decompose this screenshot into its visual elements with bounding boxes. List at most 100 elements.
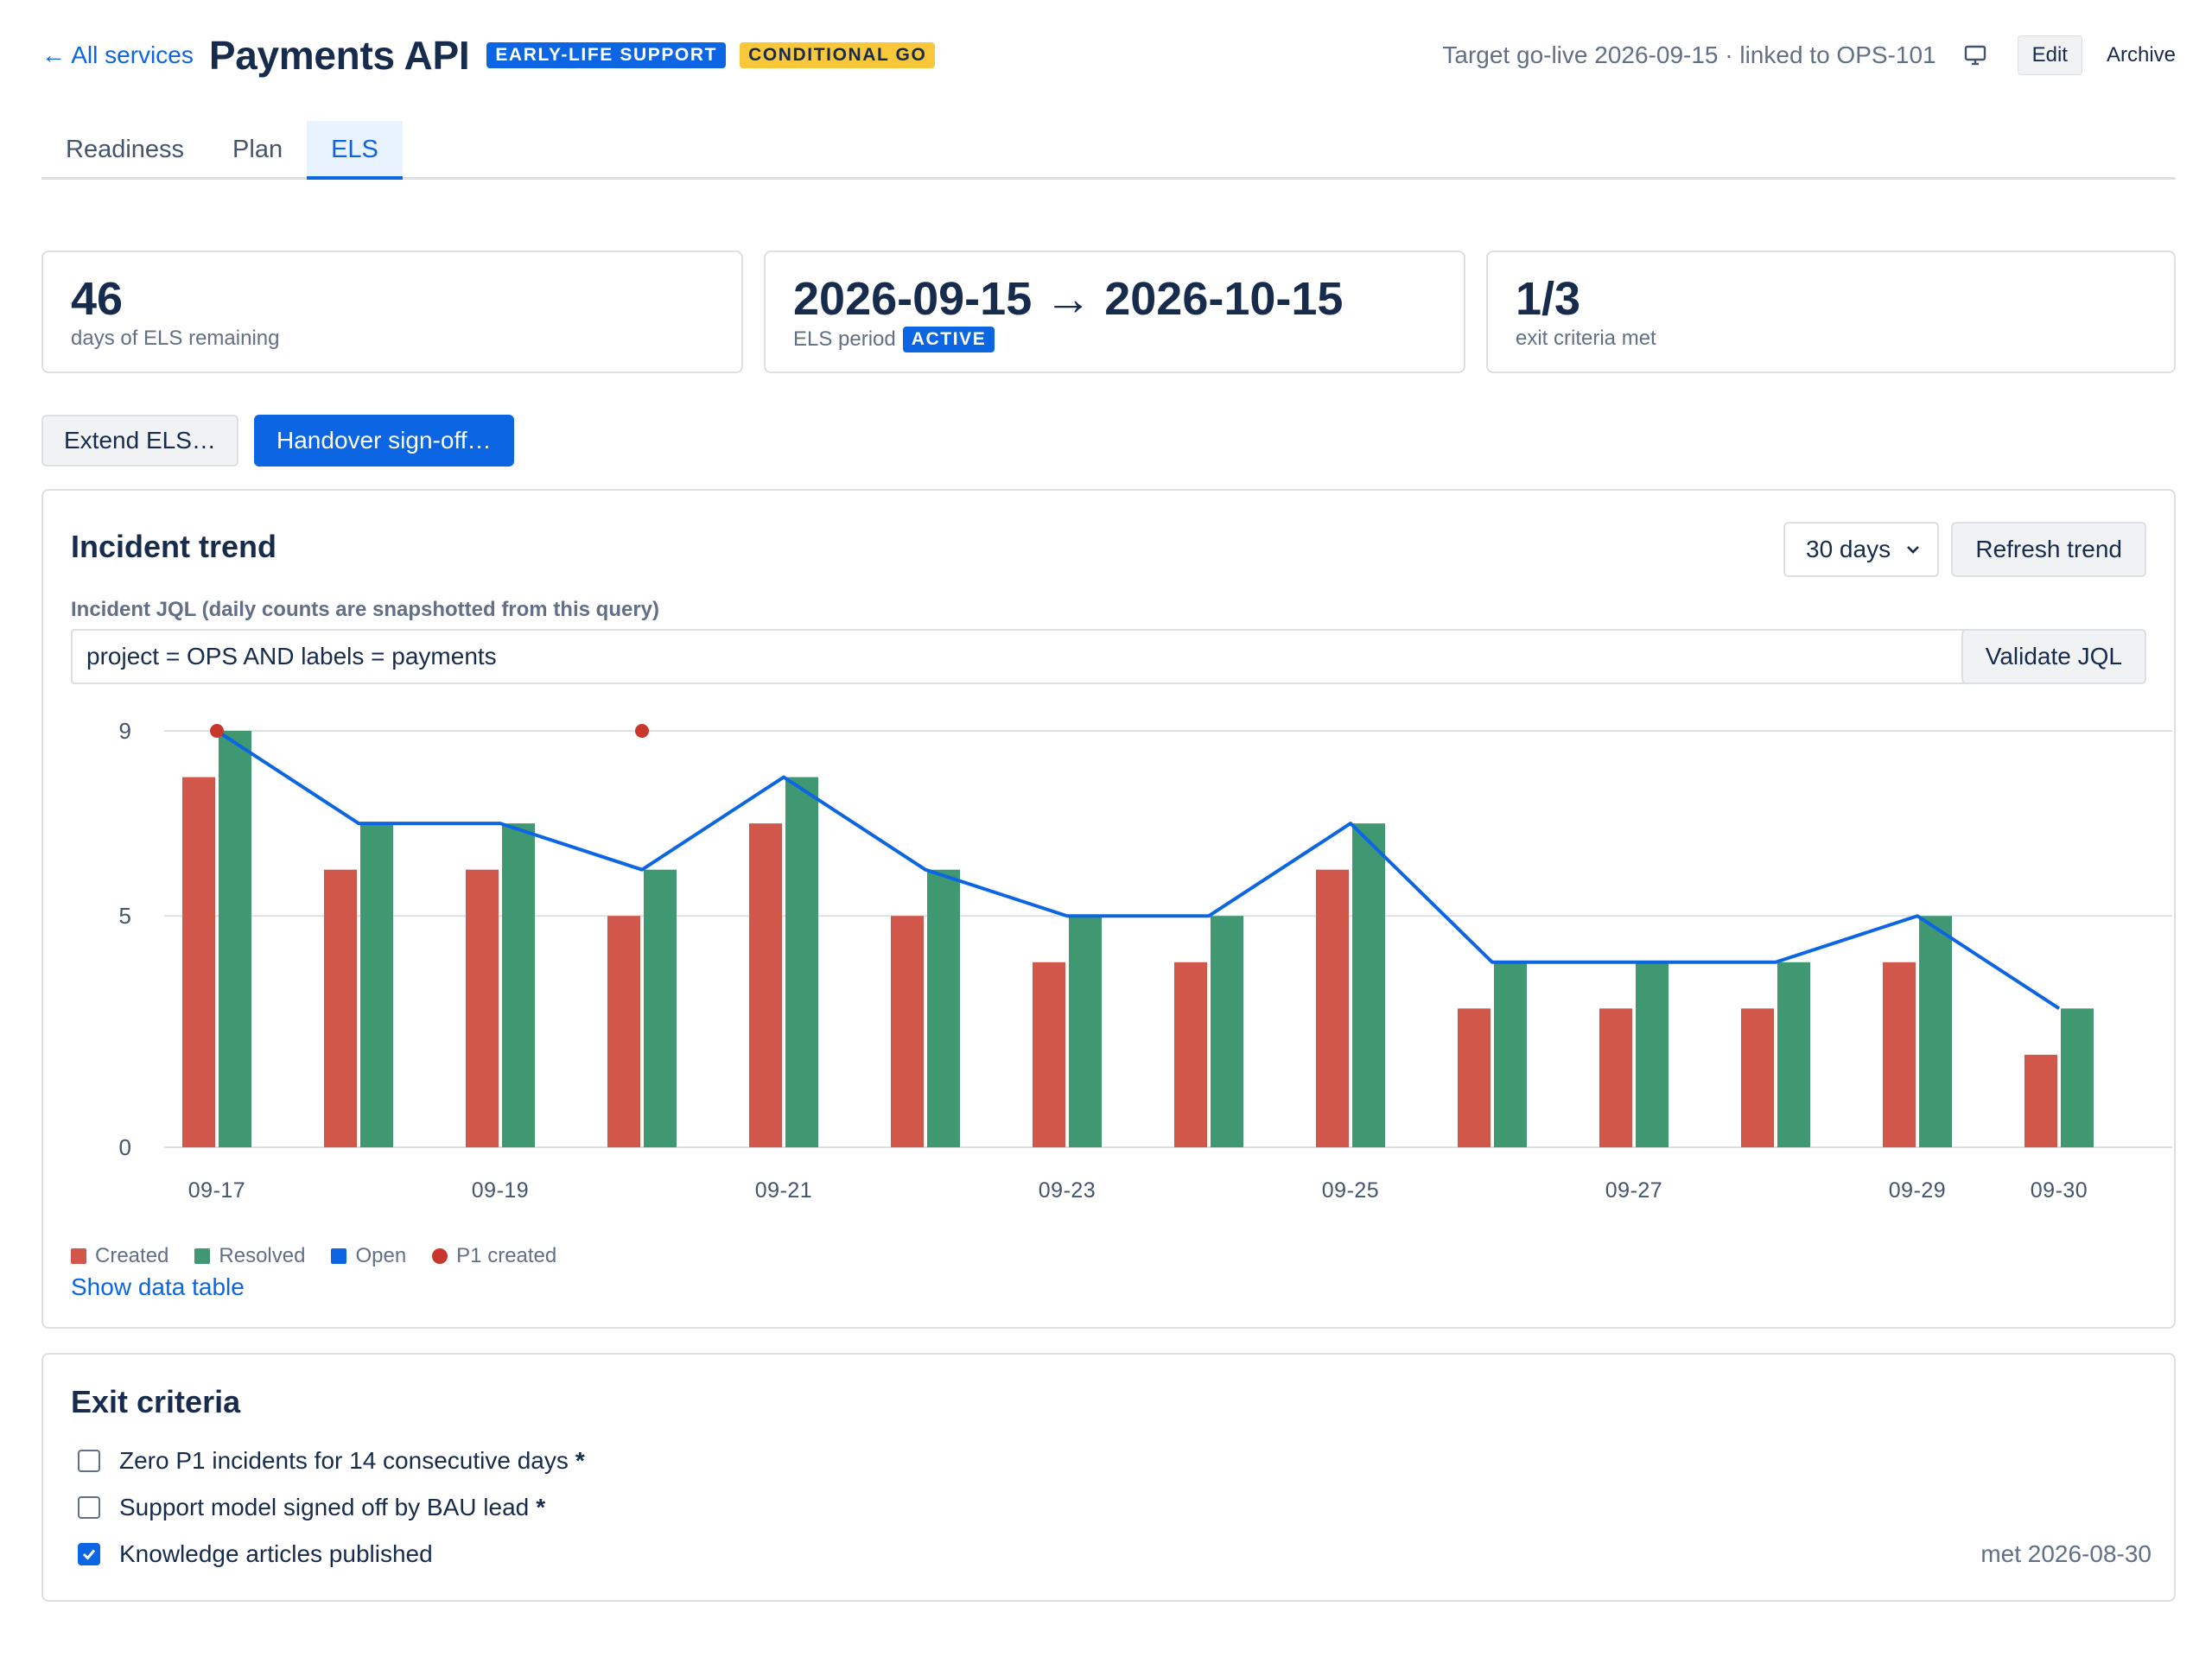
legend-p1-dot [432,1248,448,1264]
bar-created-09-20 [607,916,640,1147]
incident-trend-title: Incident trend [71,529,277,564]
bar-resolved-09-29 [1919,916,1952,1147]
handover-signoff-button[interactable]: Handover sign-off… [254,415,514,467]
exit-criteria-panel: Exit criteria Zero P1 incidents for 14 c… [41,1353,2176,1602]
y-tick-label: 5 [119,903,131,929]
validate-jql-button[interactable]: Validate JQL [1961,629,2146,684]
criteria-item: Knowledge articles published met 2026-08… [78,1531,2152,1578]
x-tick-label: 09-29 [1889,1178,1946,1199]
els-period-value: 2026-09-15 → 2026-10-15 [793,273,1344,325]
legend-created-label: Created [95,1244,169,1267]
bar-created-09-18 [324,869,357,1147]
x-tick-label: 09-21 [755,1178,812,1199]
bar-created-09-30 [2024,1054,2057,1147]
point-p1-09-20 [635,724,649,738]
y-tick-label: 0 [119,1134,131,1160]
archive-button[interactable]: Archive [2106,43,2176,67]
bar-resolved-09-20 [644,869,677,1147]
bar-resolved-09-24 [1211,916,1243,1147]
els-period-label: ELS period [793,327,896,351]
tab-plan[interactable]: Plan [232,136,283,163]
bar-created-09-19 [466,869,499,1147]
bar-resolved-09-30 [2061,1008,2094,1147]
x-tick-label: 09-19 [472,1178,529,1199]
legend-resolved-swatch [194,1248,211,1264]
exit-criteria-title: Exit criteria [71,1384,241,1419]
criteria-label: Support model signed off by BAU lead [119,1494,530,1520]
chevron-down-icon [1907,546,1919,554]
bar-created-09-27 [1599,1008,1632,1147]
bar-resolved-09-26 [1494,962,1527,1147]
checkmark-icon [82,1549,96,1560]
criteria-checkbox-support-model[interactable] [78,1496,100,1519]
range-select[interactable]: 30 days [1783,522,1939,577]
bar-created-09-17 [182,777,215,1147]
bar-resolved-09-27 [1636,962,1669,1147]
edit-button[interactable]: Edit [2017,35,2082,75]
bar-created-09-28 [1741,1008,1774,1147]
required-marker: * [536,1494,546,1520]
legend-created-swatch [71,1248,86,1264]
series-line-open [215,729,2061,1011]
x-tick-label: 09-25 [1322,1178,1379,1199]
bar-created-09-23 [1033,962,1065,1147]
x-tick-label: 09-27 [1605,1178,1662,1199]
criteria-item: Zero P1 incidents for 14 consecutive day… [78,1438,2152,1484]
legend-p1-label: P1 created [456,1244,557,1267]
refresh-trend-button[interactable]: Refresh trend [1951,522,2146,577]
els-status-badge: EARLY-LIFE SUPPORT [486,42,727,68]
exit-criteria-list: Zero P1 incidents for 14 consecutive day… [78,1438,2152,1578]
bar-resolved-09-25 [1352,823,1385,1147]
extend-els-button[interactable]: Extend ELS… [41,415,238,467]
x-tick-label: 09-30 [2031,1178,2088,1199]
incident-trend-chart: 0 5 9 09-17 09-19 09-21 09-23 09-25 09-27 09-29 09… [119,718,2172,1199]
days-remaining-card: 46 days of ELS remaining [41,251,743,373]
active-badge: ACTIVE [902,327,995,352]
legend-resolved-label: Resolved [219,1244,306,1267]
criteria-checkbox-zero-p1[interactable] [78,1450,100,1472]
x-tick-label: 09-23 [1039,1178,1096,1199]
all-services-link[interactable]: ← All services [41,41,194,68]
legend-resolved: Resolved [194,1244,305,1268]
bar-resolved-09-22 [927,869,960,1147]
bar-resolved-09-28 [1777,962,1810,1147]
criteria-label: Zero P1 incidents for 14 consecutive day… [119,1447,569,1474]
exit-criteria-summary-card: 1/3 exit criteria met [1486,251,2176,373]
show-data-table-link[interactable]: Show data table [71,1273,245,1300]
criteria-checkbox-knowledge-articles[interactable] [78,1543,100,1565]
legend-open: Open [331,1244,406,1268]
y-tick-label: 9 [119,718,131,744]
els-period-card: 2026-09-15 → 2026-10-15 ELS period ACTIV… [764,251,1465,373]
bar-resolved-09-19 [502,823,535,1147]
page-title: Payments API [208,33,470,78]
bar-created-09-29 [1883,962,1916,1147]
header-actions: Target go-live 2026-09-15 · linked to OP… [1442,35,2176,75]
legend-open-swatch [331,1248,347,1264]
tab-readiness[interactable]: Readiness [66,136,185,163]
page-header: ← All services Payments API EARLY-LIFE S… [41,29,2176,81]
tab-els[interactable]: ELS [307,121,403,180]
bar-resolved-09-17 [219,731,251,1147]
incident-trend-panel: Incident trend 30 days Refresh trend Inc… [41,489,2176,1329]
bar-created-09-21 [749,823,782,1147]
criteria-item: Support model signed off by BAU lead * [78,1484,2152,1531]
days-remaining-label: days of ELS remaining [71,327,280,350]
criteria-label: Knowledge articles published [119,1540,433,1567]
chart-legend: Created Resolved Open P1 created [71,1244,582,1268]
monitor-icon[interactable] [1962,42,1988,68]
criteria-met-date: met 2026-08-30 [1980,1540,2152,1567]
point-p1-09-17 [210,724,224,738]
legend-created: Created [71,1244,168,1268]
bar-resolved-09-21 [785,777,818,1147]
go-decision-badge: CONDITIONAL GO [740,42,936,68]
bar-resolved-09-18 [360,823,393,1147]
tab-bar: Readiness Plan ELS [41,121,2176,180]
legend-p1: P1 created [432,1244,556,1268]
jql-input[interactable] [71,629,1980,684]
bar-created-09-24 [1174,962,1207,1147]
criteria-met-value: 1/3 [1516,273,1581,325]
days-remaining-value: 46 [71,273,124,325]
required-marker: * [575,1447,585,1474]
bar-created-09-22 [891,916,924,1147]
bar-resolved-09-23 [1069,916,1102,1147]
